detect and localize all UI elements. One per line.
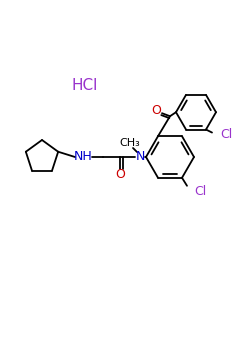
Text: CH₃: CH₃ — [120, 138, 141, 148]
Text: HCl: HCl — [72, 77, 98, 92]
Text: Cl: Cl — [220, 128, 232, 141]
Text: N: N — [135, 150, 145, 163]
Text: O: O — [115, 168, 125, 182]
Text: NH: NH — [74, 150, 92, 163]
Text: Cl: Cl — [194, 185, 206, 198]
Text: O: O — [151, 104, 161, 117]
